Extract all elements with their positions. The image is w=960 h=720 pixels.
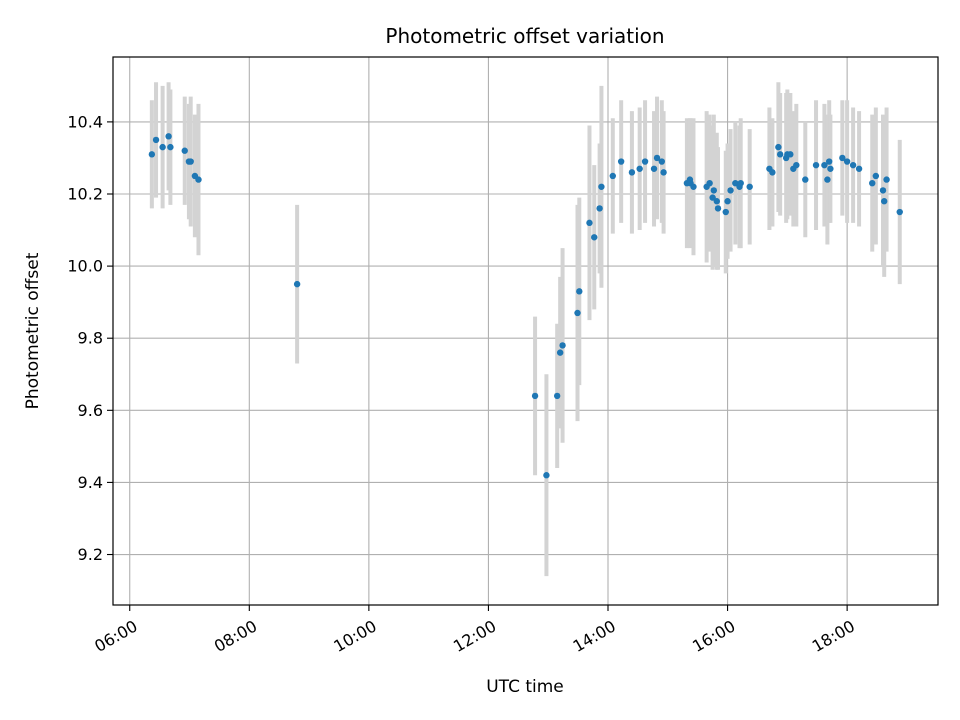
y-tick-label: 9.6 (78, 401, 103, 420)
data-point (802, 176, 809, 183)
data-point (195, 176, 202, 183)
data-point (855, 165, 863, 172)
data-point (812, 161, 820, 169)
x-axis-label: UTC time (486, 677, 564, 697)
data-point (706, 179, 713, 187)
data-point (849, 161, 857, 169)
data-point (713, 198, 721, 205)
data-point (690, 183, 697, 190)
data-point (776, 151, 784, 158)
data-point (159, 143, 166, 151)
plot-area-frame (112, 56, 939, 606)
data-point (746, 183, 753, 190)
data-point (653, 154, 661, 162)
data-point (872, 172, 880, 180)
y-tick-label: 10.2 (67, 185, 103, 204)
data-point (574, 309, 581, 317)
data-points (148, 133, 903, 479)
y-tick-label: 9.8 (78, 329, 103, 348)
data-point (636, 165, 643, 172)
data-point (641, 158, 649, 165)
data-point (650, 165, 658, 172)
data-point (821, 161, 828, 169)
grid (113, 57, 938, 605)
data-point (737, 179, 744, 187)
y-tick-label: 9.4 (78, 473, 103, 492)
data-point (591, 234, 598, 241)
data-point (793, 161, 800, 169)
data-point (596, 205, 603, 212)
data-point (879, 187, 887, 194)
data-point (543, 472, 550, 479)
data-point (769, 169, 776, 176)
data-point (152, 136, 160, 144)
chart-title: Photometric offset variation (385, 24, 664, 48)
data-point (724, 198, 731, 205)
data-point (617, 158, 625, 165)
data-point (839, 154, 846, 162)
data-point (167, 143, 174, 151)
y-tick-label: 10.0 (67, 257, 103, 276)
data-point (165, 133, 172, 140)
data-point (658, 158, 666, 165)
data-point (576, 288, 583, 295)
data-point (722, 208, 729, 216)
data-point (775, 143, 782, 151)
data-point (181, 147, 188, 154)
data-point (727, 187, 734, 194)
data-point (896, 208, 903, 216)
data-point (553, 392, 561, 400)
data-point (787, 151, 794, 158)
data-point (714, 205, 722, 212)
data-point (609, 172, 616, 180)
data-point (880, 198, 888, 205)
data-point (883, 176, 890, 183)
data-point (869, 179, 876, 187)
data-point (660, 169, 667, 176)
data-point (293, 280, 301, 288)
y-tick-label: 9.2 (78, 545, 103, 564)
data-point (710, 187, 718, 194)
data-point (559, 342, 566, 349)
y-axis-label: Photometric offset (23, 252, 43, 409)
data-point (827, 165, 834, 172)
data-point (732, 179, 739, 187)
data-point (824, 176, 831, 183)
data-point (531, 392, 539, 400)
data-point (843, 158, 851, 165)
data-point (825, 158, 833, 165)
data-point (598, 183, 605, 190)
data-point (187, 158, 194, 165)
data-point (709, 194, 716, 201)
data-point (556, 349, 564, 356)
data-point (628, 169, 636, 176)
data-point (148, 151, 156, 158)
data-point (586, 219, 593, 227)
y-tick-label: 10.4 (67, 112, 103, 131)
